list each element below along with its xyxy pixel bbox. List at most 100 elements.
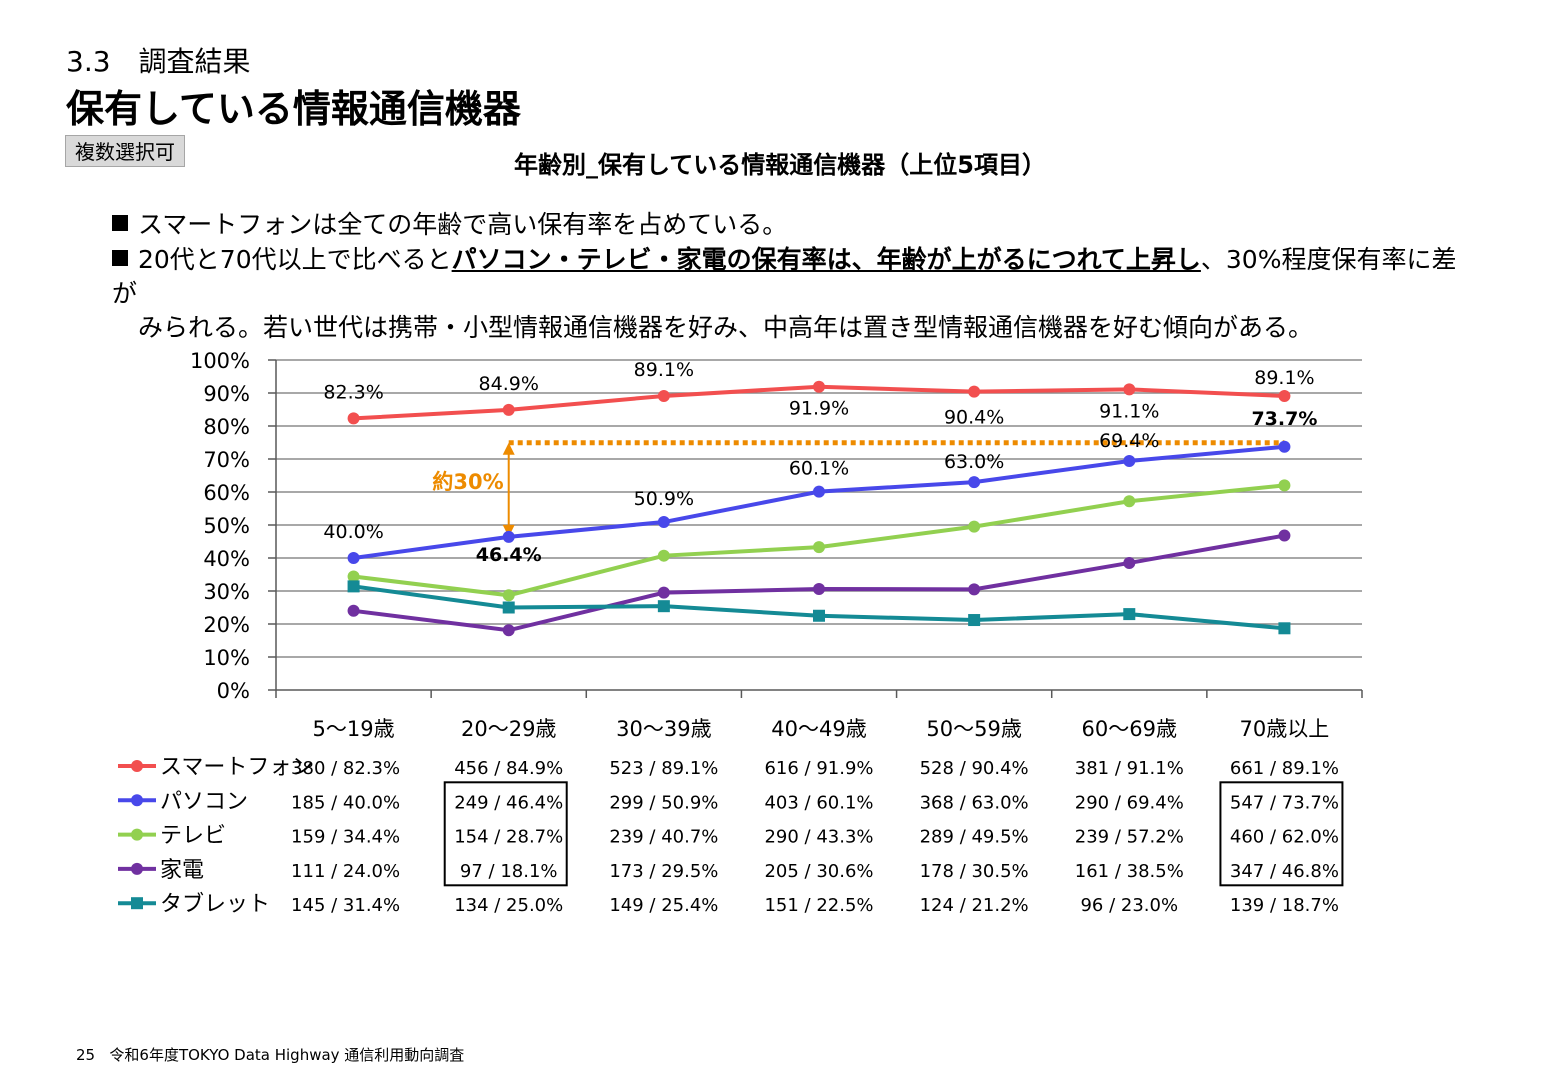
data-point <box>1123 556 1136 569</box>
table-cell: 380 / 82.3% <box>291 758 400 779</box>
table-cell: 456 / 84.9% <box>454 758 563 779</box>
data-label: 46.4% <box>476 544 542 566</box>
data-point <box>502 601 515 614</box>
line-chart: 0% 10% 20% 30% 40% 50% 60% 70% 80% 90% 100% 5～19歳 20… <box>118 349 1363 917</box>
legend-marker <box>131 862 143 875</box>
y-tick-label: 40% <box>203 547 250 571</box>
legend-marker <box>131 760 143 772</box>
chart-title: 年齢別_保有している情報通信機器（上位5項目） <box>514 151 1046 179</box>
table-cell: 299 / 50.9% <box>609 792 718 813</box>
data-point <box>502 403 515 416</box>
data-label: 69.4% <box>1099 430 1159 452</box>
table-cell: 145 / 31.4% <box>291 895 400 916</box>
table-cell: 96 / 23.0% <box>1080 895 1178 916</box>
data-label: 90.4% <box>944 407 1004 429</box>
table-cell: 547 / 73.7% <box>1230 792 1339 813</box>
data-point <box>1123 454 1136 467</box>
bullet-point-2: 20代と70代以上で比べるとパソコン・テレビ・家電の保有率は、年齢が上がるにつれ… <box>112 243 1472 345</box>
table-cell: 460 / 62.0% <box>1230 827 1339 848</box>
data-point <box>502 589 515 602</box>
data-label: 73.7% <box>1251 408 1317 430</box>
data-point <box>502 624 515 637</box>
data-label: 84.9% <box>479 373 539 395</box>
bullet-2-emphasis: パソコン・テレビ・家電の保有率は、年齢が上がるにつれて上昇し <box>451 245 1201 274</box>
data-point <box>1123 495 1136 508</box>
difference-label: 約30% <box>432 470 503 494</box>
arrow-head-up-icon <box>502 442 515 455</box>
data-point <box>968 520 981 533</box>
legend-marker <box>131 828 143 841</box>
footer: 25 令和6年度TOKYO Data Highway 通信利用動向調査 <box>76 1044 464 1065</box>
table-cell: 290 / 69.4% <box>1075 792 1184 813</box>
table-cell: 149 / 25.4% <box>609 895 718 916</box>
table-cell: 205 / 30.6% <box>764 861 873 882</box>
table-cell: 124 / 21.2% <box>920 895 1029 916</box>
y-tick-label: 90% <box>203 382 250 406</box>
table-cell: 239 / 57.2% <box>1075 827 1184 848</box>
data-point <box>1278 622 1291 635</box>
data-label: 63.0% <box>944 451 1004 473</box>
table-cell: 97 / 18.1% <box>460 861 558 882</box>
data-label: 82.3% <box>323 381 383 403</box>
table-cell: 661 / 89.1% <box>1230 758 1339 779</box>
table-cell: 528 / 90.4% <box>920 758 1029 779</box>
bullet-2-post: 、30%程度保有率に差が <box>112 245 1457 308</box>
highlight-box <box>1219 781 1344 887</box>
y-tick-label: 20% <box>203 613 250 637</box>
data-point <box>813 609 825 622</box>
data-point <box>813 380 825 393</box>
legend-label: テレビ <box>160 824 226 849</box>
data-point <box>347 570 360 583</box>
table-cell: 616 / 91.9% <box>764 758 873 779</box>
data-point <box>657 600 670 613</box>
table-cell: 185 / 40.0% <box>291 792 400 813</box>
table-cell: 151 / 22.5% <box>764 895 873 916</box>
legend-label: 家電 <box>160 858 204 883</box>
data-point <box>657 549 670 562</box>
data-point <box>657 586 670 599</box>
bullet-point-1: スマートフォンは全ての年齢で高い保有率を占めている。 <box>112 208 787 242</box>
footer-text: 令和6年度TOKYO Data Highway 通信利用動向調査 <box>109 1046 465 1064</box>
data-point <box>813 583 825 596</box>
x-category-label: 40～49歳 <box>771 717 866 741</box>
table-cell: 161 / 38.5% <box>1075 861 1184 882</box>
table-cell: 154 / 28.7% <box>454 827 563 848</box>
table-cell: 368 / 63.0% <box>920 792 1029 813</box>
page-number: 25 <box>76 1046 96 1064</box>
table-cell: 159 / 34.4% <box>291 827 400 848</box>
data-point <box>347 412 360 425</box>
table-cell: 289 / 49.5% <box>920 827 1029 848</box>
data-label: 91.9% <box>789 398 849 420</box>
bullet-square-icon <box>112 250 128 266</box>
data-label: 89.1% <box>1254 367 1314 389</box>
data-point <box>968 476 981 489</box>
bullet-2-pre: 20代と70代以上で比べると <box>138 245 452 274</box>
data-point <box>347 580 360 593</box>
data-point <box>657 516 670 529</box>
data-point <box>968 614 981 627</box>
data-point <box>502 530 515 543</box>
table-cell: 403 / 60.1% <box>764 792 873 813</box>
difference-annotation: 約30% <box>432 440 1285 537</box>
data-point <box>347 604 360 617</box>
axes: 0% 10% 20% 30% 40% 50% 60% 70% 80% 90% 100% 5～19歳 20… <box>190 349 1363 741</box>
data-point <box>657 389 670 402</box>
legend-label: パソコン <box>160 789 248 814</box>
data-label: 91.1% <box>1099 400 1159 422</box>
data-point <box>1278 440 1291 453</box>
data-label: 40.0% <box>323 521 383 543</box>
data-point <box>813 541 825 554</box>
x-category-label: 5～19歳 <box>313 717 395 741</box>
table-cell: 111 / 24.0% <box>291 861 400 882</box>
multi-select-badge: 複数選択可 <box>65 135 185 167</box>
bullet-square-icon <box>112 215 128 231</box>
section-number: 3.3 調査結果 <box>66 45 251 78</box>
data-point <box>1278 529 1291 542</box>
legend-label: スマートフォン <box>160 755 313 780</box>
bullet-2-continuation: みられる。若い世代は携帯・小型情報通信機器を好み、中高年は置き型情報通信機器を好… <box>138 313 1314 342</box>
data-point <box>1278 389 1291 402</box>
y-tick-label: 0% <box>217 679 250 703</box>
y-tick-label: 30% <box>203 580 250 604</box>
bullet-1-text: スマートフォンは全ての年齢で高い保有率を占めている。 <box>138 210 788 239</box>
